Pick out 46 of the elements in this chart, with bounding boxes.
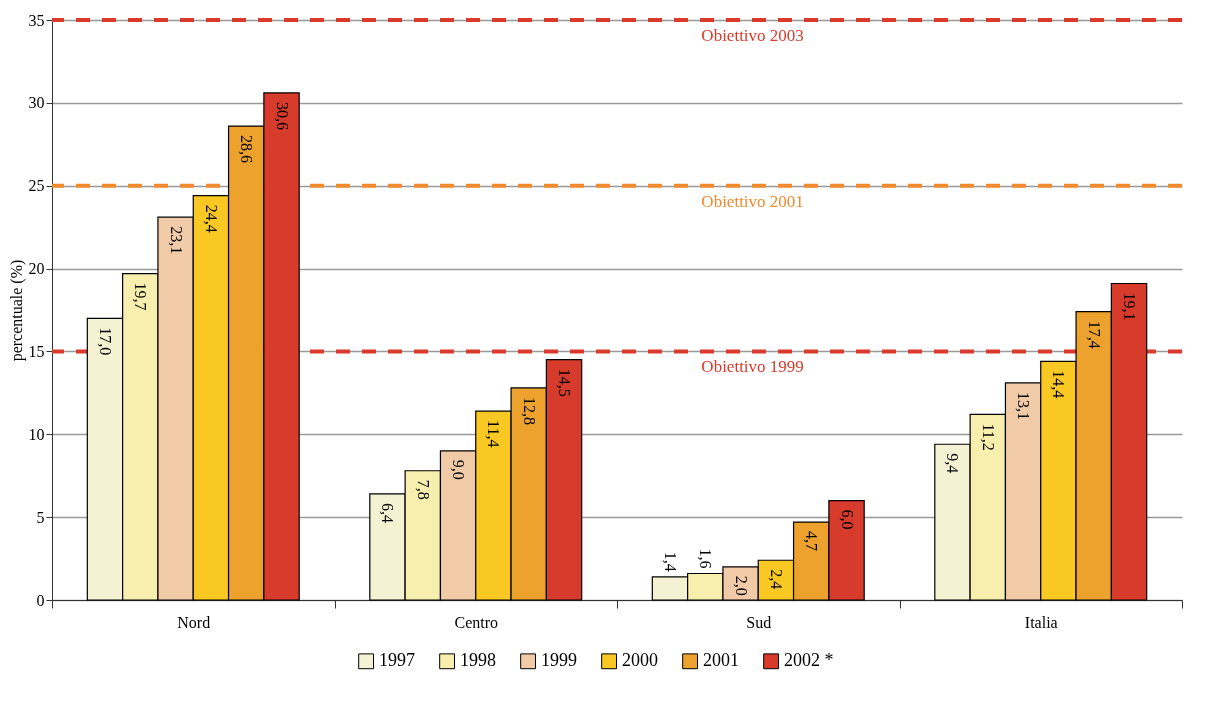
data-label: 4,7 bbox=[803, 531, 821, 552]
y-tick-label: 15 bbox=[28, 342, 45, 360]
legend-label: 2001 bbox=[703, 650, 740, 671]
data-label: 24,4 bbox=[202, 204, 220, 233]
data-label: 6,4 bbox=[379, 502, 397, 523]
ref-line-label: Obiettivo 2003 bbox=[701, 26, 804, 45]
data-label: 11,2 bbox=[979, 423, 997, 451]
ref-line-label: Obiettivo 1999 bbox=[701, 357, 804, 377]
data-label: 12,8 bbox=[520, 396, 538, 425]
x-tick-label: Sud bbox=[746, 613, 772, 631]
y-tick-label: 20 bbox=[28, 260, 45, 278]
legend-label: 1997 bbox=[379, 650, 416, 671]
data-label: 11,4 bbox=[485, 420, 503, 448]
data-label: 14,5 bbox=[556, 368, 574, 397]
data-label: 28,6 bbox=[238, 135, 256, 164]
y-tick-label: 30 bbox=[28, 94, 45, 112]
x-tick-label: Italia bbox=[1024, 613, 1058, 631]
data-label: 9,4 bbox=[944, 453, 962, 474]
x-tick-label: Nord bbox=[177, 613, 211, 631]
x-tick-label: Centro bbox=[454, 613, 499, 631]
y-axis-title: percentuale (%) bbox=[7, 259, 26, 362]
data-label: 19,7 bbox=[132, 282, 150, 311]
data-label: 30,6 bbox=[273, 101, 291, 130]
data-label: 1,6 bbox=[697, 548, 715, 569]
legend-label: 2002 * bbox=[784, 650, 834, 671]
data-label: 23,1 bbox=[167, 226, 185, 255]
data-label: 14,4 bbox=[1050, 370, 1068, 399]
legend-label: 2000 bbox=[622, 650, 659, 671]
data-label: 2,0 bbox=[732, 575, 750, 596]
y-tick-label: 10 bbox=[28, 425, 45, 443]
data-label: 9,0 bbox=[450, 459, 468, 480]
y-tick-label: 0 bbox=[36, 591, 45, 609]
y-tick-label: 25 bbox=[28, 177, 45, 195]
legend-label: 1998 bbox=[460, 650, 497, 671]
data-label: 7,8 bbox=[414, 479, 432, 500]
data-label: 17,0 bbox=[96, 327, 114, 356]
data-label: 13,1 bbox=[1015, 391, 1033, 420]
y-tick-label: 5 bbox=[36, 508, 45, 526]
y-tick-label: 35 bbox=[28, 11, 45, 29]
legend-label: 1999 bbox=[541, 650, 578, 671]
data-label: 6,0 bbox=[838, 509, 856, 530]
ref-line-label: Obiettivo 2001 bbox=[701, 191, 804, 211]
data-label: 19,1 bbox=[1121, 292, 1139, 321]
data-label: 17,4 bbox=[1085, 320, 1103, 349]
data-label: 1,4 bbox=[661, 551, 679, 572]
data-label: 2,4 bbox=[767, 569, 785, 590]
